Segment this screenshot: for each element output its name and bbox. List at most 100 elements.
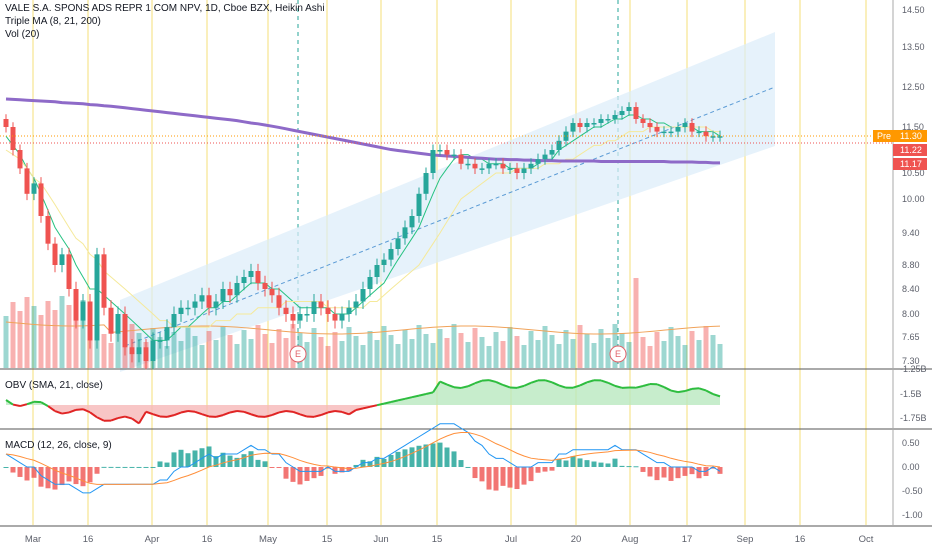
candle-body	[332, 314, 338, 321]
earnings-marker-label: E	[295, 349, 301, 359]
macd-histogram-bar	[157, 461, 163, 467]
obv-fill	[517, 385, 524, 405]
obv-fill	[671, 390, 678, 405]
macd-histogram-bar	[24, 467, 30, 481]
price-tick-label: 7.30	[902, 356, 920, 366]
obv-line-seg	[670, 389, 679, 394]
obv-line-seg	[236, 410, 245, 413]
obv-line-seg	[19, 403, 28, 408]
obv-fill	[251, 405, 258, 417]
volume-bar	[248, 339, 254, 368]
obv-line-seg	[180, 410, 189, 414]
candle-body	[626, 107, 632, 111]
obv-line-seg	[579, 381, 588, 387]
macd-histogram-bar	[675, 467, 681, 479]
obv-line-seg	[607, 381, 616, 387]
obv-line-seg	[474, 379, 483, 385]
volume-bar	[101, 334, 107, 368]
obv-fill	[160, 405, 167, 417]
obv-line-seg	[488, 379, 497, 383]
volume-bar	[206, 331, 212, 368]
obv-line-seg	[411, 394, 420, 399]
volume-bar	[395, 344, 401, 368]
macd-histogram-bar	[353, 464, 359, 467]
obv-line-seg	[698, 387, 707, 392]
candle-body	[717, 136, 723, 138]
volume-bar	[703, 326, 709, 368]
candle-body	[10, 127, 16, 150]
obv-line-seg	[61, 411, 70, 415]
price-tick-label: 10.50	[902, 168, 925, 178]
macd-signal-line	[5, 431, 721, 485]
volume-bar	[80, 300, 86, 368]
macd-histogram-bar	[640, 467, 646, 472]
macd-histogram-bar	[45, 467, 51, 489]
obv-line-seg	[376, 402, 385, 407]
macd-histogram-bar	[17, 467, 23, 477]
volume-bar	[577, 325, 583, 368]
macd-histogram-bar	[612, 458, 618, 467]
volume-bar	[59, 296, 65, 368]
volume-bar	[31, 306, 37, 368]
candle-body	[479, 168, 485, 170]
obv-line-seg	[516, 384, 525, 389]
candle-body	[360, 289, 366, 302]
obv-fill	[489, 380, 496, 405]
candle-body	[500, 163, 506, 169]
obv-fill	[692, 388, 699, 405]
date-tick-label: May	[259, 534, 277, 545]
price-tick-label: 9.40	[902, 228, 920, 238]
candle-body	[171, 314, 177, 328]
pre-badge-bg	[893, 130, 927, 142]
volume-bar	[437, 329, 443, 368]
candle-body	[584, 123, 590, 127]
obv-line-seg	[572, 384, 581, 389]
volume-bar	[626, 342, 632, 368]
obv-line-seg	[684, 387, 693, 392]
candle-body	[304, 314, 310, 316]
obv-line-seg	[117, 415, 126, 420]
candle-body	[444, 150, 450, 155]
obv-line-seg	[131, 417, 140, 425]
obv-fill	[454, 387, 461, 405]
volume-bar	[318, 337, 324, 368]
candle-body	[507, 168, 513, 170]
volume-bar	[605, 338, 611, 368]
volume-bar	[668, 327, 674, 368]
price-tick-label: 8.80	[902, 260, 920, 270]
macd-histogram-bar	[108, 466, 114, 468]
candle-body	[591, 123, 597, 125]
candle-body	[311, 301, 317, 314]
obv-line-seg	[439, 380, 448, 386]
obv-line-seg	[558, 384, 567, 389]
candle-body	[402, 227, 408, 239]
obv-line-seg	[341, 410, 350, 416]
volume-bar	[311, 328, 317, 368]
macd-histogram-bar	[31, 467, 37, 478]
obv-fill	[657, 384, 664, 405]
candle-body	[255, 271, 261, 283]
macd-histogram-bar	[500, 467, 506, 486]
volume-bar	[192, 336, 198, 368]
macd-histogram-bar	[297, 467, 303, 485]
volume-bar	[66, 305, 72, 368]
obv-fill	[538, 380, 545, 405]
price-channel	[120, 32, 775, 372]
candle-body	[612, 115, 618, 119]
obv-line-seg	[460, 385, 469, 389]
candle-body	[633, 107, 639, 119]
obv-fill	[314, 405, 321, 417]
volume-bar	[227, 335, 233, 368]
obv-line-seg	[222, 411, 231, 417]
candle-body	[297, 314, 303, 321]
macd-histogram-bar	[360, 459, 366, 467]
volume-bar	[164, 346, 170, 368]
obv-fill	[608, 382, 615, 405]
macd-histogram-bar	[409, 447, 415, 467]
volume-bar	[430, 343, 436, 368]
volume-bar	[633, 278, 639, 368]
volume-bar	[290, 324, 296, 368]
obv-line-seg	[691, 387, 700, 390]
volume-bar	[367, 331, 373, 368]
